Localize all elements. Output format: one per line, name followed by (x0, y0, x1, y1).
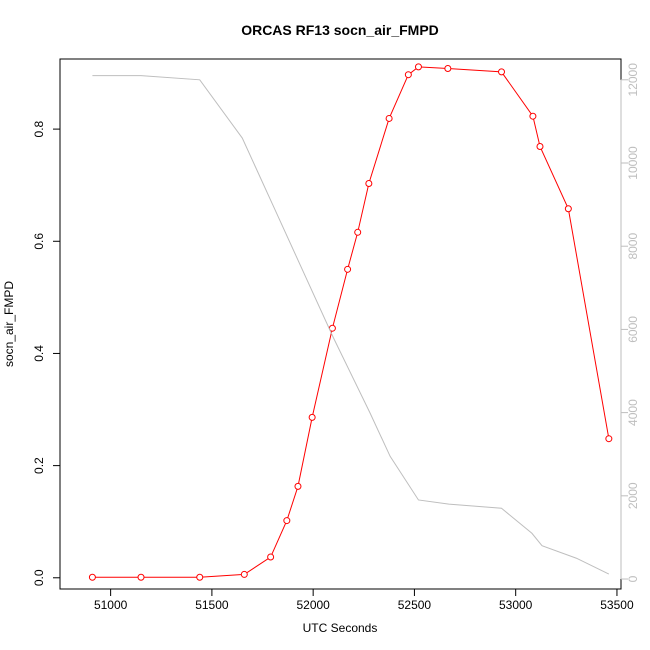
y-tick-label: 0.4 (32, 345, 46, 362)
y-axis-right: 0 2000 4000 6000 8000 10000 12000 (620, 63, 640, 582)
data-point (498, 68, 506, 76)
x-axis-label: UTC Seconds (303, 621, 378, 635)
data-point (137, 573, 145, 581)
series-line-secondary (92, 75, 610, 575)
x-tick-label: 51000 (94, 598, 128, 612)
series-layer (88, 63, 613, 581)
y2-tick-label: 6000 (626, 316, 640, 343)
y2-tick-label: 2000 (626, 482, 640, 509)
y-tick-label: 0.6 (32, 233, 46, 250)
x-tick-label: 53500 (600, 598, 634, 612)
data-point (308, 413, 316, 421)
y-tick-label: 0.8 (32, 120, 46, 137)
data-point (283, 517, 291, 525)
data-point (444, 65, 452, 73)
data-point (354, 228, 362, 236)
data-point (414, 63, 422, 71)
data-point (240, 570, 248, 578)
data-point (564, 205, 572, 213)
data-point (385, 114, 393, 122)
x-tick-label: 51500 (195, 598, 229, 612)
y2-tick-label: 0 (626, 575, 640, 582)
data-point (344, 265, 352, 273)
y-tick-label: 0.2 (32, 457, 46, 474)
data-point (404, 71, 412, 79)
plot-area-border (59, 58, 622, 590)
data-point (365, 180, 373, 188)
data-point (536, 142, 544, 150)
y2-tick-label: 8000 (626, 233, 640, 260)
data-point (605, 435, 613, 443)
data-point (267, 553, 275, 561)
data-point (196, 573, 204, 581)
data-point (529, 112, 537, 120)
x-tick-label: 53000 (499, 598, 533, 612)
x-tick-label: 52000 (296, 598, 330, 612)
data-point (294, 482, 302, 490)
series-line-socn-air-fmpd (92, 66, 610, 578)
data-point (88, 573, 96, 581)
x-axis: 51000 51500 52000 52500 53000 53500 (94, 588, 634, 612)
y-axis-left: 0.0 0.2 0.4 0.6 0.8 (32, 120, 61, 586)
y2-tick-label: 12000 (626, 63, 640, 97)
y-axis-label: socn_air_FMPD (2, 281, 16, 367)
y2-tick-label: 10000 (626, 146, 640, 180)
y2-tick-label: 4000 (626, 399, 640, 426)
y-tick-label: 0.0 (32, 569, 46, 586)
chart-title: ORCAS RF13 socn_air_FMPD (241, 22, 439, 38)
x-tick-label: 52500 (398, 598, 432, 612)
